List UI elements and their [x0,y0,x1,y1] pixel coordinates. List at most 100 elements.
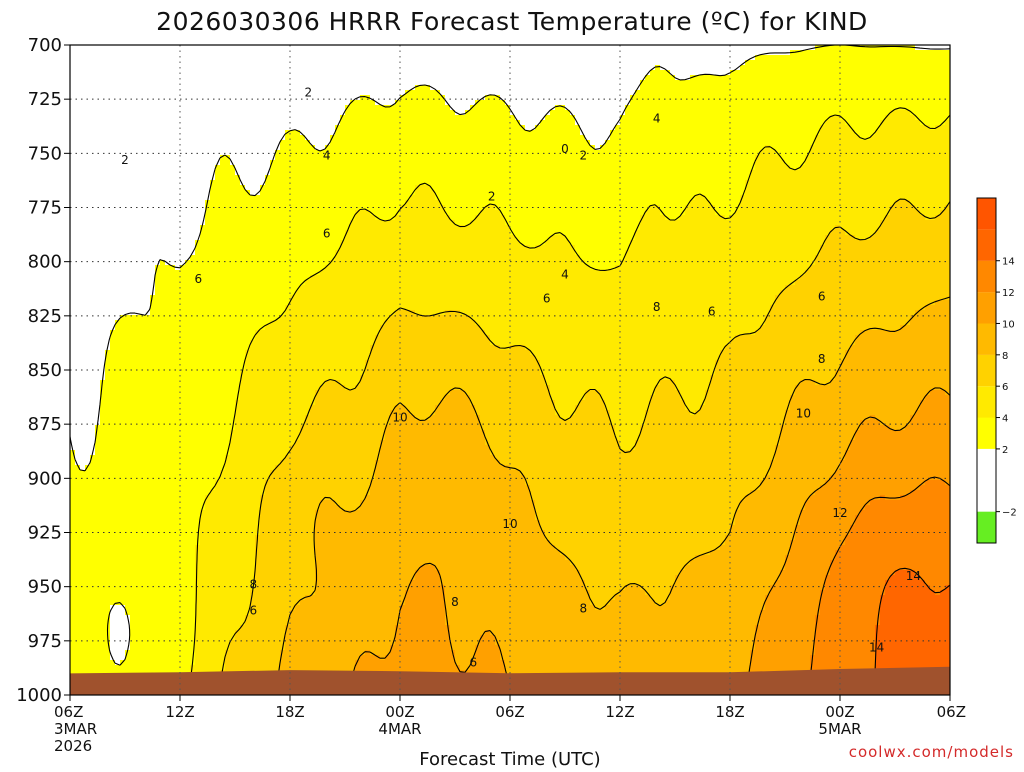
field-cell [495,635,756,641]
field-cell [150,310,286,316]
field-cell [890,110,911,116]
field-cell [370,345,501,351]
field-cell [530,490,751,496]
field-cell [315,540,551,546]
field-cell [680,215,726,221]
field-cell [855,235,871,241]
field-cell [720,545,791,551]
field-cell [650,595,671,601]
field-cell [305,280,796,286]
field-cell [400,610,446,616]
field-cell [800,510,861,516]
field-cell [445,615,761,621]
field-cell [255,580,316,586]
field-cell [825,580,886,586]
field-cell [375,100,396,106]
field-cell [600,390,656,396]
field-cell [850,125,881,131]
field-cell [440,580,586,586]
field-cell [820,590,886,596]
field-cell [595,605,606,611]
field-cell [450,630,486,636]
field-cell [235,635,286,641]
legend-label: 4 [1002,414,1008,425]
field-cell [70,350,106,356]
field-cell [260,515,316,521]
field-cell [340,380,361,386]
field-cell [240,180,266,186]
field-cell [370,490,531,496]
field-cell [70,430,96,436]
field-cell [460,310,771,316]
y-axis-ticks: 700 725 750 775 800 825 850 875 900 925 950 975 1000 [16,35,70,706]
field-cell [315,580,411,586]
field-cell [230,160,271,166]
field-cell [455,220,471,226]
field-cell [735,210,891,216]
field-cell [200,525,261,531]
field-cell [455,660,471,666]
field-cell [230,450,291,456]
field-cell [365,365,541,371]
field-cell [315,565,421,571]
field-cell [95,445,231,451]
field-cell [850,445,950,451]
field-cell [545,240,571,246]
field-cell [465,110,511,116]
field-cell [880,125,931,131]
field-cell [345,230,511,236]
field-cell [740,205,891,211]
field-cell [780,570,831,576]
field-cell [550,385,656,391]
field-cell [245,620,291,626]
field-cell [70,355,106,361]
field-cell [130,625,196,631]
field-cell [160,260,166,266]
field-cell [190,665,226,671]
field-cell [820,605,881,611]
contour-label: 8 [580,601,588,615]
field-cell [130,645,196,651]
field-cell [820,130,856,136]
field-cell [375,460,501,466]
field-cell [70,125,336,131]
field-cell [185,260,331,266]
contour-2 [70,45,950,666]
field-cell [310,140,331,146]
field-cell [105,355,246,361]
field-cell [385,435,486,441]
field-cell [480,420,611,426]
field-cell [125,610,196,616]
field-cell [735,515,801,521]
field-cell [845,535,950,541]
field-cell [335,250,576,256]
field-cell [880,120,921,126]
legend-label: −2 [1002,508,1017,519]
contour-12 [807,476,950,695]
field-cell [205,500,261,506]
field-cell [430,85,641,91]
legend-swatch [977,260,996,293]
field-cell [490,445,621,451]
field-cell [385,655,456,661]
field-cell [320,500,336,506]
field-cell [870,500,950,506]
field-cell [670,590,771,596]
field-cell [310,405,396,411]
field-cell [70,90,406,96]
field-cell [750,175,950,181]
field-cell [835,470,950,476]
field-cell [275,155,756,161]
y-tick-label: 900 [28,468,62,489]
field-cell [395,640,451,646]
field-cell [450,390,466,396]
field-cell [210,185,246,191]
field-cell [475,320,766,326]
field-cell [445,585,586,591]
field-cell [455,650,476,656]
field-cell [150,305,286,311]
field-cell [70,195,211,201]
field-cell [485,630,491,636]
field-cell [500,655,751,661]
field-cell [870,135,950,141]
